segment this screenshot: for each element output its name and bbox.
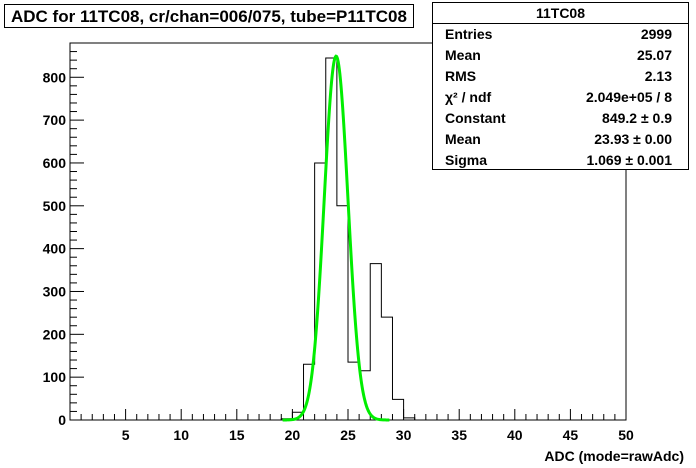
x-axis: 5 10 15 20 25 30 35 40 45 50	[69, 409, 634, 443]
stat-row-rms: RMS 2.13	[445, 66, 672, 87]
y-tick-label: 800	[43, 69, 67, 85]
stat-row-entries: Entries 2999	[445, 24, 672, 45]
stat-value: 2999	[640, 26, 672, 42]
chart-title: ADC for 11TC08, cr/chan=006/075, tube=P1…	[4, 4, 414, 28]
y-axis: 0 100 200 300 400 500 600 700 800	[43, 42, 84, 428]
y-tick-label: 300	[43, 283, 67, 299]
stat-value: 23.93 ± 0.00	[594, 131, 672, 147]
x-tick-label: 40	[507, 427, 523, 443]
y-tick-label: 500	[43, 198, 67, 214]
stats-title: 11TC08	[433, 3, 688, 24]
stat-key: RMS	[445, 68, 477, 84]
stat-row-mean: Mean 25.07	[445, 45, 672, 66]
y-tick-label: 200	[43, 326, 67, 342]
x-tick-label: 25	[340, 427, 356, 443]
stat-key: Mean	[445, 131, 481, 147]
histogram-bin	[370, 264, 381, 420]
stat-value: 2.13	[644, 68, 672, 84]
x-tick-label: 10	[173, 427, 189, 443]
stat-value: 849.2 ± 0.9	[602, 110, 672, 126]
stat-key: Mean	[445, 47, 481, 63]
histogram-bin	[381, 317, 392, 420]
x-tick-label: 5	[122, 427, 130, 443]
histogram-bin	[348, 362, 359, 420]
y-tick-label: 400	[43, 241, 67, 257]
histogram-bin	[326, 58, 337, 420]
y-tick-label: 100	[43, 369, 67, 385]
x-tick-label: 15	[229, 427, 245, 443]
stat-value: 25.07	[636, 47, 672, 63]
x-tick-label: 20	[285, 427, 301, 443]
histogram-outline	[70, 57, 626, 421]
stat-value: 1.069 ± 0.001	[586, 152, 672, 168]
y-tick-label: 600	[43, 155, 67, 171]
histogram-bin	[392, 399, 403, 420]
stat-row-chi2: χ² / ndf 2.049e+05 / 8	[445, 87, 672, 108]
stats-box: 11TC08 Entries 2999 Mean 25.07 RMS 2.13 …	[432, 2, 689, 170]
gaussian-fit-curve	[282, 54, 390, 422]
x-axis-title: ADC (mode=rawAdc)	[544, 448, 684, 464]
stat-value: 2.049e+05 / 8	[585, 89, 672, 105]
histogram-bin	[337, 206, 348, 420]
stat-row-fit-mean: Mean 23.93 ± 0.00	[445, 129, 672, 150]
stat-key: Entries	[445, 26, 493, 42]
x-tick-label: 35	[451, 427, 467, 443]
stat-row-sigma: Sigma 1.069 ± 0.001	[445, 150, 672, 171]
stat-key: Constant	[445, 110, 506, 126]
y-tick-label: 700	[43, 112, 67, 128]
x-tick-label: 30	[396, 427, 412, 443]
x-tick-label: 50	[618, 427, 634, 443]
stat-key: χ² / ndf	[445, 89, 492, 105]
y-tick-label: 0	[58, 412, 66, 428]
stat-row-constant: Constant 849.2 ± 0.9	[445, 108, 672, 129]
stat-key: Sigma	[445, 152, 488, 168]
x-tick-label: 45	[563, 427, 579, 443]
